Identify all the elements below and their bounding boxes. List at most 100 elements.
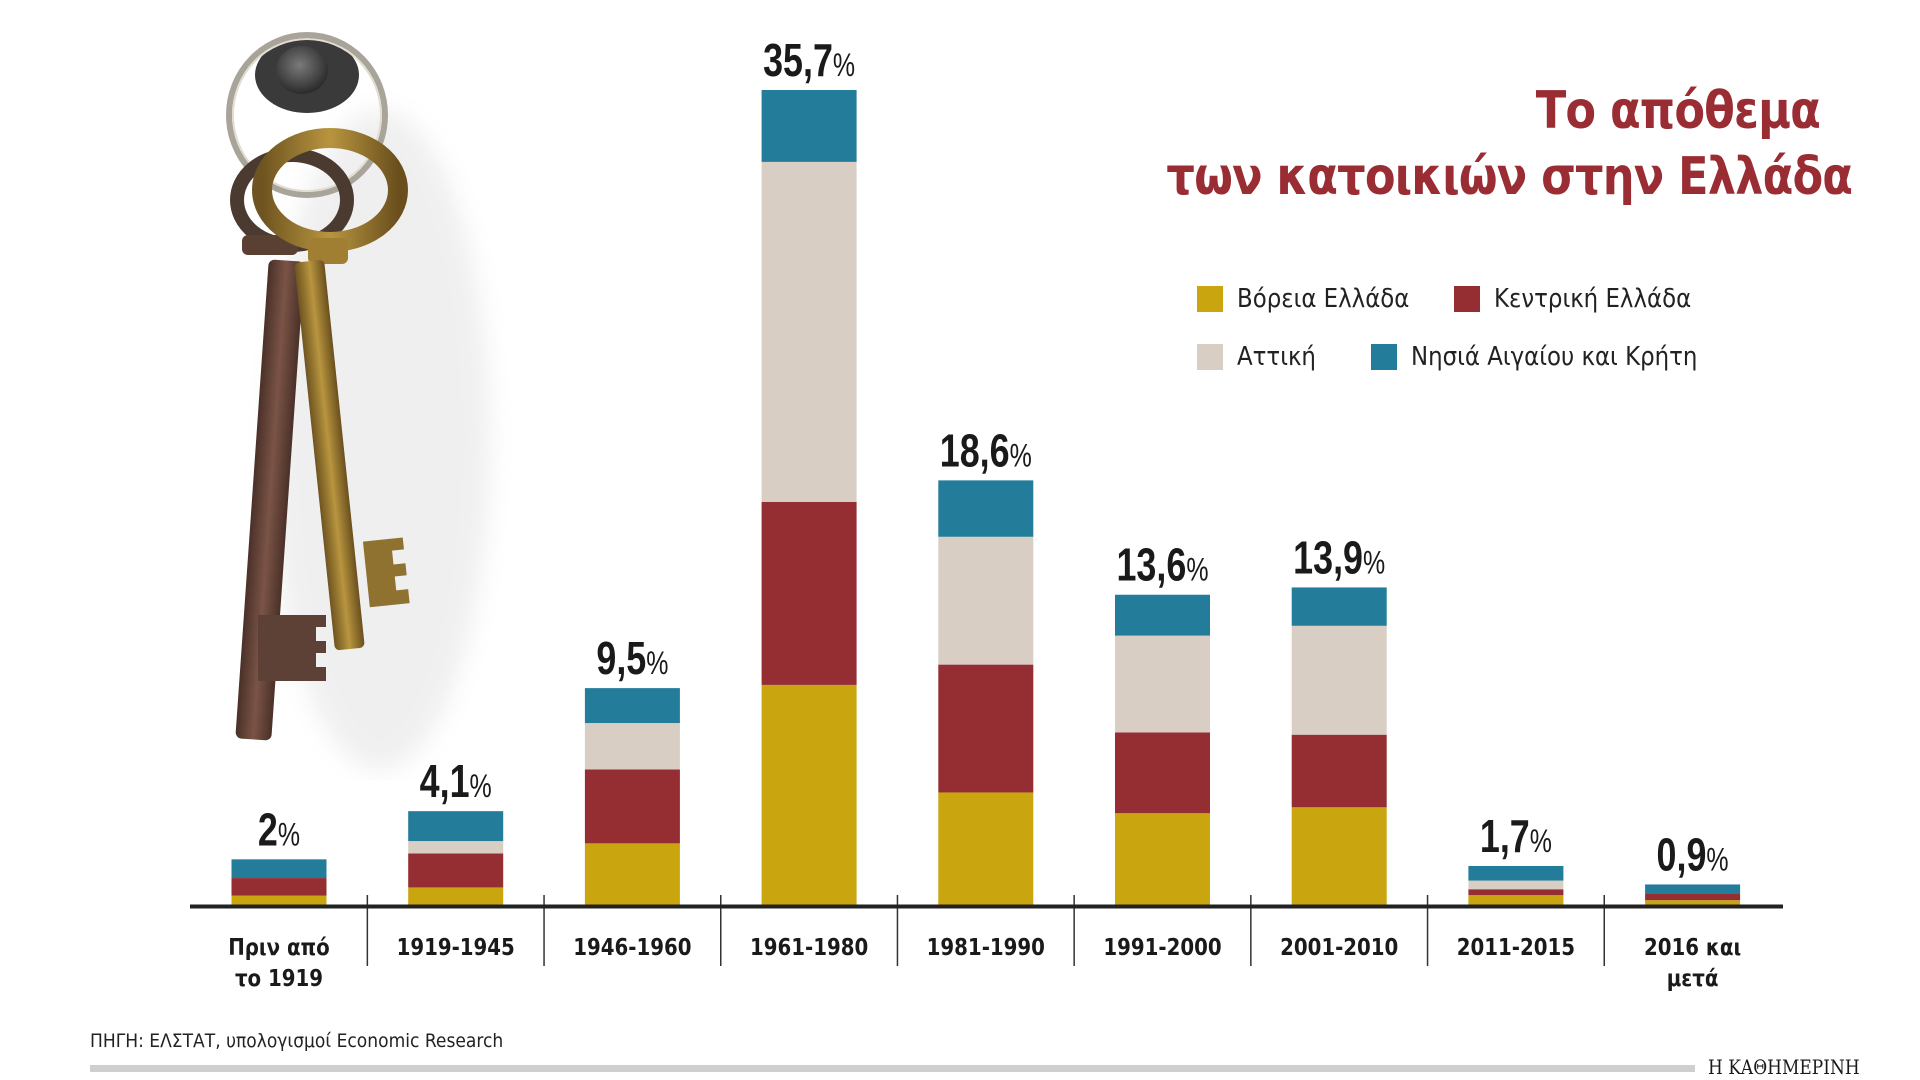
bar-segment-βόρεια-ελλάδα [1645,900,1741,905]
legend-label-islands: Νησιά Αιγαίου και Κρήτη [1411,342,1698,372]
bar-segment-αττική [584,723,680,770]
publisher-logo: Η ΚΑΘΗΜΕΡΙΝΗ [1708,1055,1860,1079]
data-label: 35,7% [763,35,855,86]
data-label-unit: % [1530,824,1552,860]
bar-segment-βόρεια-ελλάδα [938,792,1034,905]
data-label: 9,5% [596,633,668,684]
bar-segment-νησιά-αιγαίου-και-κρήτη [1645,884,1741,894]
data-label: 1,7% [1480,811,1552,862]
bar-segment-αττική [1115,635,1210,733]
bar-segment-κεντρική-ελλάδα [1115,732,1210,814]
data-label-unit: % [833,48,855,84]
bar-group [1468,865,1564,905]
x-tick-label: Πριν από [228,935,330,962]
chart-title: Το απόθεμα των κατοικιών στην Ελλάδα [1166,78,1853,210]
chart-title-line-1: Το απόθεμα [1535,81,1821,141]
legend-item-north: Βόρεια Ελλάδα [1197,284,1433,314]
bar-segment-βόρεια-ελλάδα [761,684,857,905]
legend-swatch-attica [1197,344,1223,370]
x-tick-label: το 1919 [235,966,323,993]
bar-segment-νησιά-αιγαίου-και-κρήτη [231,859,327,879]
data-label-value: 13,6 [1116,539,1186,590]
bar-segment-νησιά-αιγαίου-και-κρήτη [938,480,1034,537]
data-label-unit: % [646,646,668,682]
legend-swatch-north [1197,286,1223,312]
x-tick-label: 2011-2015 [1457,935,1575,962]
legend-label-central: Κεντρική Ελλάδα [1494,284,1692,314]
x-tick-label: 1991-2000 [1103,935,1221,962]
bar-segment-βόρεια-ελλάδα [584,843,680,905]
legend-swatch-islands [1371,344,1397,370]
x-tick-label: 2016 και [1644,935,1741,962]
bar-group [584,688,680,905]
bar-segment-βόρεια-ελλάδα [1291,807,1387,905]
data-label-value: 35,7 [763,35,833,86]
bar-group [1645,884,1741,905]
data-label-unit: % [1363,546,1385,582]
bar-segment-νησιά-αιγαίου-και-κρήτη [1468,865,1564,881]
data-label: 4,1% [420,756,492,807]
data-label: 18,6% [940,425,1032,476]
x-tick-label: 1981-1990 [927,935,1045,962]
bar-segment-βόρεια-ελλάδα [1468,895,1564,905]
legend-swatch-central [1454,286,1480,312]
data-label-unit: % [470,769,492,805]
bar-segment-αττική [761,161,857,502]
bar-segment-βόρεια-ελλάδα [1115,813,1210,905]
x-tick-label: 1946-1960 [573,935,691,962]
bar-group [1115,594,1210,905]
data-label-value: 4,1 [420,756,470,807]
data-label-unit: % [278,817,300,853]
bar-segment-κεντρική-ελλάδα [408,853,504,888]
bar-segment-κεντρική-ελλάδα [231,878,327,896]
keys-icon [226,32,490,770]
footer-divider [90,1065,1695,1072]
data-label-value: 0,9 [1657,829,1707,880]
bar-segment-νησιά-αιγαίου-και-κρήτη [1115,594,1210,636]
legend-label-north: Βόρεια Ελλάδα [1237,284,1410,314]
bar-segment-νησιά-αιγαίου-και-κρήτη [584,688,680,724]
data-label: 2% [258,804,300,855]
bar-segment-κεντρική-ελλάδα [761,501,857,685]
bar-group [938,480,1034,905]
source-note: ΠΗΓΗ: ΕΛΣΤΑΤ, υπολογισμοί Economic Resea… [90,1030,504,1052]
bar-segment-νησιά-αιγαίου-και-κρήτη [761,90,857,162]
bar-segment-κεντρική-ελλάδα [584,769,680,844]
bar-segment-αττική [1291,625,1387,735]
legend-item-central: Κεντρική Ελλάδα [1454,284,1718,314]
bar-segment-βόρεια-ελλάδα [231,895,327,905]
chart-title-line-2: των κατοικιών στην Ελλάδα [1166,147,1853,207]
bar-group [231,859,327,905]
data-label-unit: % [1706,843,1728,879]
data-label: 13,9% [1293,532,1385,583]
x-tick-label: 1919-1945 [397,935,515,962]
bar-group [1291,587,1387,905]
bar-segment-κεντρική-ελλάδα [938,664,1034,793]
data-label: 0,9% [1657,829,1729,880]
bar-segment-βόρεια-ελλάδα [408,887,504,905]
data-label-value: 9,5 [596,633,646,684]
data-label-value: 18,6 [940,425,1010,476]
data-label-value: 1,7 [1480,811,1530,862]
data-label-unit: % [1010,439,1032,475]
bar-group [761,90,857,905]
x-tick-label: 2001-2010 [1280,935,1398,962]
legend-label-attica: Αττική [1237,342,1316,372]
data-label-unit: % [1186,553,1208,589]
legend-item-islands: Νησιά Αιγαίου και Κρήτη [1371,342,1736,372]
data-label-value: 2 [258,804,278,855]
bar-segment-κεντρική-ελλάδα [1645,893,1741,901]
legend-item-attica: Αττική [1197,342,1327,372]
bar-segment-κεντρική-ελλάδα [1291,734,1387,808]
bar-segment-αττική [1468,880,1564,890]
bar-segment-αττική [408,841,504,854]
bar-group [408,811,504,905]
x-tick-label: 1961-1980 [750,935,868,962]
x-tick-label: μετά [1667,966,1719,993]
bar-segment-κεντρική-ελλάδα [1468,889,1564,896]
data-label-value: 13,9 [1293,532,1363,583]
bar-segment-νησιά-αιγαίου-και-κρήτη [408,811,504,842]
bar-segment-νησιά-αιγαίου-και-κρήτη [1291,587,1387,626]
bar-segment-αττική [938,536,1034,665]
